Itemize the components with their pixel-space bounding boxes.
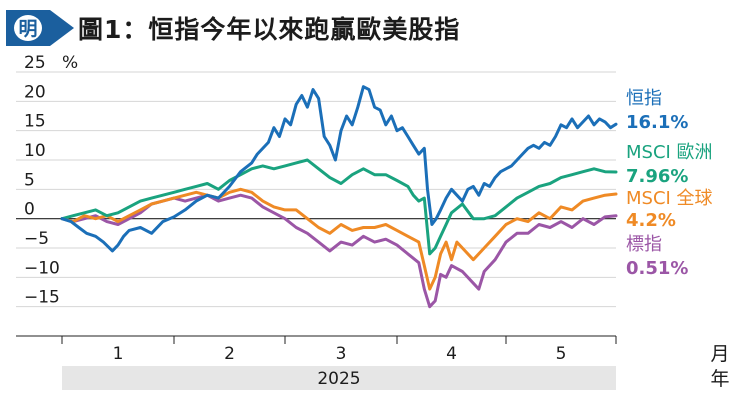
x-unit-month: 月 <box>710 343 729 365</box>
logo-icon: 明 <box>6 10 74 46</box>
x-tick-label: 1 <box>113 344 124 364</box>
y-unit-label: % <box>62 53 78 73</box>
legend-series-value: 0.51% <box>626 258 688 279</box>
year-band <box>62 366 616 390</box>
y-tick-label: 20 <box>24 82 46 102</box>
y-tick-label: 10 <box>24 141 46 161</box>
logo: 明 <box>6 6 76 50</box>
grid-lines <box>16 71 616 337</box>
y-tick-label: −5 <box>24 229 49 249</box>
legend-series-name: MSCI 歐洲 <box>626 142 713 163</box>
y-tick-label: −10 <box>24 258 60 278</box>
year-label: 2025 <box>317 369 360 389</box>
x-unit-year: 年 <box>710 368 729 390</box>
legend-series-value: 16.1% <box>626 112 688 133</box>
series-line <box>60 187 618 291</box>
x-tick-label: 3 <box>336 344 347 364</box>
y-tick-label: 5 <box>24 170 35 190</box>
x-tick-label: 5 <box>556 344 567 364</box>
legend: 恒指 16.1% MSCI 歐洲 7.96%MSCI 全球4.2% 標指 0.51% <box>626 88 713 279</box>
series-line <box>60 193 618 309</box>
y-tick-label: 25 <box>24 53 46 73</box>
series-line <box>60 85 618 253</box>
legend-series-name: 標指 <box>626 234 662 255</box>
axes: 25 20 15 10 5 0 −5 −10 −15% 1 2 3 4 5 2025 月年 <box>16 53 730 390</box>
y-tick-label: 0 <box>24 200 35 220</box>
legend-series-name: MSCI 全球 <box>626 188 713 209</box>
series-lines <box>60 85 618 309</box>
y-tick-label: 15 <box>24 112 46 132</box>
legend-series-name: 恒指 <box>626 88 662 109</box>
series-line <box>60 158 618 256</box>
y-tick-label: −15 <box>24 288 60 308</box>
chart-title: 圖1：恒指今年以來跑贏歐美股指 <box>78 15 461 44</box>
legend-series-value: 4.2% <box>626 210 676 231</box>
logo-text: 明 <box>18 18 37 40</box>
x-tick-label: 4 <box>446 344 457 364</box>
x-tick-label: 2 <box>224 344 235 364</box>
legend-series-value: 7.96% <box>626 166 688 187</box>
chart-header: 明 圖1：恒指今年以來跑贏歐美股指 <box>0 0 750 56</box>
